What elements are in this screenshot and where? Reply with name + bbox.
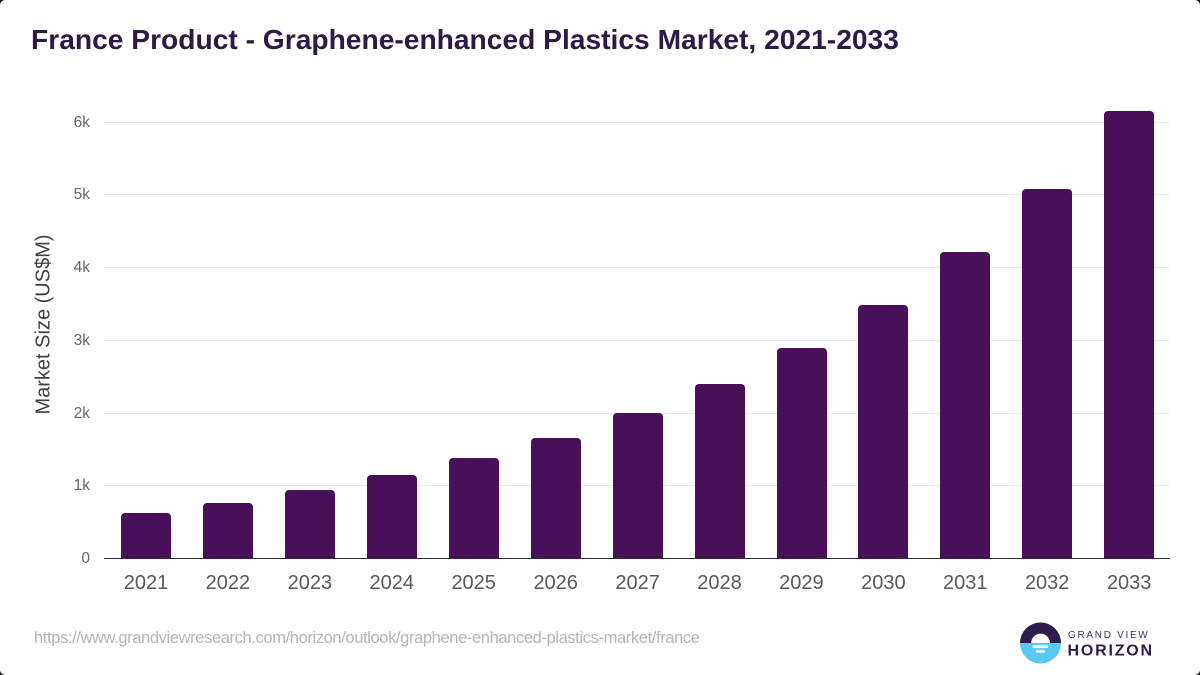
svg-text:HORIZON: HORIZON <box>1068 643 1154 660</box>
svg-text:GRAND VIEW: GRAND VIEW <box>1068 630 1149 641</box>
